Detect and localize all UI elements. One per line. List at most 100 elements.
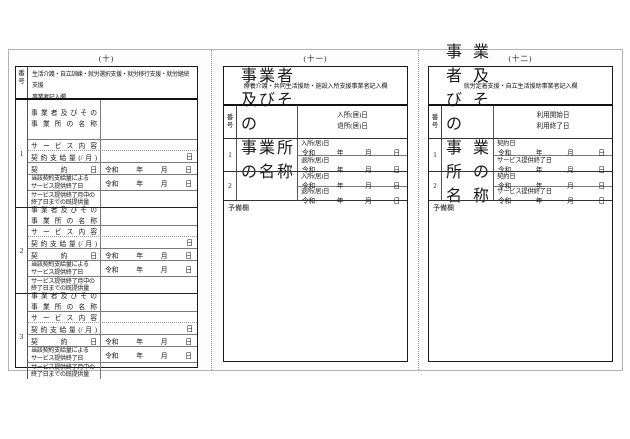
business-name-cell — [237, 172, 298, 200]
contract-date-row: 契約日 令和 年 月 日 — [28, 249, 197, 261]
day-label: 日 — [598, 166, 605, 174]
business-name-row: 事業者及びその 事業所の名称 — [28, 100, 197, 140]
row-number: 2 — [429, 172, 442, 200]
entry-row-1: 1 入所(居)日 令和年月日 退所(居)日 令和年月日 — [224, 139, 407, 174]
block-number: 3 — [16, 294, 28, 379]
provider-block-1: 1 事業者及びその 事業所の名称 サービス内容 契約支給量(/月 — [16, 100, 197, 207]
month-label: 月 — [160, 252, 168, 260]
contract-date-label: 契約日 — [28, 163, 101, 174]
block-number: 2 — [16, 208, 28, 293]
discharge-date-cell: 退所(居)日 令和年月日 — [301, 187, 400, 205]
panel-12-employment-support-services: 就労定着支援・自立生活援助事業者記入欄 番号 事業者及びその 事業所の名称 利用… — [428, 44, 613, 362]
month-label: 月 — [567, 150, 574, 158]
provided-amount-row: サービス提供終了月中の 終了日までの既提供量 — [28, 191, 197, 207]
business-name-row: 事業者及びその 事業所の名称 — [28, 293, 197, 312]
service-end-date-cell: 令和 年 月 日 — [101, 175, 197, 190]
admission-date-cell: 入所(居)日 令和年月日 — [298, 139, 407, 158]
business-name-cell — [101, 294, 197, 311]
month-label: 月 — [365, 150, 372, 158]
business-name-column-header: 事業者及びその 事業所の名称 — [442, 44, 494, 205]
fold-line-left — [211, 50, 212, 370]
year-label: 年 — [136, 180, 144, 188]
amount-unit: 日 — [186, 154, 193, 161]
year-label: 年 — [336, 197, 344, 205]
provided-amount-cell — [101, 363, 197, 379]
day-label: 日 — [393, 183, 400, 191]
year-label: 年 — [535, 166, 543, 174]
business-name-row: 事業者及びその 事業所の名称 — [28, 207, 197, 226]
era-label: 令和 — [105, 180, 119, 188]
day-label: 日 — [185, 180, 192, 188]
month-label: 月 — [567, 197, 574, 205]
era-label: 令和 — [498, 166, 512, 174]
business-name-cell — [101, 208, 197, 225]
provided-amount-row: サービス提供終了月中の 終了日までの既提供量 — [28, 277, 197, 293]
year-label: 年 — [535, 150, 543, 158]
day-label: 日 — [393, 150, 400, 158]
contract-amount-row: 契約支給量(/月) 日 — [28, 237, 197, 249]
contract-amount-cell: 日 — [101, 237, 197, 248]
spare-label: 予備欄 — [228, 204, 249, 212]
service-content-label: サービス内容 — [28, 226, 101, 236]
service-content-cell — [101, 312, 197, 322]
day-label: 日 — [598, 197, 605, 205]
service-end-date-cell: サービス提供終了日 令和年月日 — [497, 187, 605, 205]
provided-amount-label: サービス提供終了月中の 終了日までの既提供量 — [28, 363, 101, 379]
date-column-header: 利用開始日 利用終了日 — [536, 112, 570, 130]
service-content-row: サービス内容 — [28, 312, 197, 323]
day-label: 日 — [598, 150, 605, 158]
panel-12-column-header-row: 番号 事業者及びその 事業所の名称 利用開始日 利用終了日 — [429, 44, 612, 205]
year-label: 年 — [336, 150, 344, 158]
panel-10-header-row: 番号 生活介護・自立訓練・就労選択支援・就労移行支援・就労継続支援 事業者記入欄 — [16, 67, 197, 101]
spare-label: 予備欄 — [433, 204, 454, 212]
business-name-cell — [237, 139, 298, 171]
panel-11-residential-services: 療養介護・共同生活援助・施設入所支援事業者記入欄 番号 事業者及びその 事業所の… — [223, 66, 408, 362]
panel-10-title: (十) — [98, 54, 115, 63]
number-column-header: 番号 — [429, 106, 442, 138]
day-label: 日 — [598, 183, 605, 191]
day-label: 日 — [185, 338, 192, 346]
year-label: 年 — [336, 166, 344, 174]
business-name-label: 事業者及びその 事業所の名称 — [28, 207, 101, 225]
contract-date-row: 契約日 令和 年 月 日 — [28, 335, 197, 347]
month-label: 月 — [567, 183, 574, 191]
day-label: 日 — [393, 197, 400, 205]
panel-11-title: (十一) — [303, 54, 328, 63]
date-column-header: 入所(居)日 退所(居)日 — [337, 112, 368, 130]
business-name-cell — [101, 100, 197, 139]
spare-area: 予備欄 — [429, 201, 612, 361]
month-label: 月 — [160, 352, 168, 360]
era-label: 令和 — [105, 352, 119, 360]
contract-date-cell: 令和 年 月 日 — [101, 163, 197, 174]
era-label: 令和 — [105, 338, 119, 346]
entry-row-2: 2 入所(居)日 令和年月日 退所(居)日 令和年月日 — [224, 172, 407, 205]
era-label: 令和 — [105, 266, 119, 274]
year-label: 年 — [136, 252, 144, 260]
service-end-date-label: 当該契約支給量による サービス提供終了日 — [28, 261, 101, 276]
era-label: 令和 — [302, 166, 316, 174]
amount-unit: 日 — [186, 326, 193, 333]
provided-amount-label: サービス提供終了月中の 終了日までの既提供量 — [28, 277, 101, 293]
business-name-label: 事業者及びその 事業所の名称 — [28, 293, 101, 311]
panel-10-daily-activity-services: 番号 生活介護・自立訓練・就労選択支援・就労移行支援・就労継続支援 事業者記入欄… — [15, 66, 198, 379]
number-column-header: 番号 — [16, 67, 28, 98]
service-content-row: サービス内容 — [28, 140, 197, 151]
month-label: 月 — [365, 166, 372, 174]
block-number: 1 — [16, 100, 28, 207]
contract-amount-row: 契約支給量(/月) 日 — [28, 151, 197, 163]
month-label: 月 — [160, 266, 168, 274]
contract-amount-row: 契約支給量(/月) 日 — [28, 323, 197, 335]
contract-date-cell: 令和 年 月 日 — [101, 335, 197, 346]
year-label: 年 — [336, 183, 344, 191]
year-label: 年 — [535, 197, 543, 205]
business-name-column-header: 事業者及びその 事業所の名称 — [237, 68, 298, 181]
month-label: 月 — [160, 180, 168, 188]
entry-row-2: 2 契約日 令和年月日 サービス提供終了日 令和年月日 — [429, 172, 612, 205]
row-number: 1 — [224, 139, 237, 171]
contract-date-label: 契約日 — [28, 249, 101, 260]
year-label: 年 — [535, 183, 543, 191]
contract-amount-cell: 日 — [101, 323, 197, 334]
provider-block-2: 2 事業者及びその 事業所の名称 サービス内容 契約支給量(/月 — [16, 207, 197, 293]
contract-amount-label: 契約支給量(/月) — [28, 237, 101, 248]
